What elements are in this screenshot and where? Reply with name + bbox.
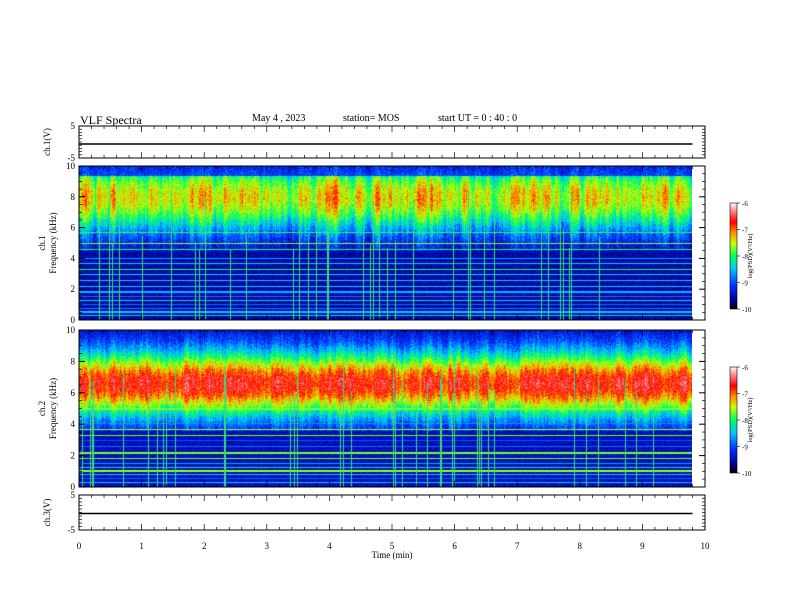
- date-label: May 4 , 2023: [252, 113, 306, 124]
- colorbar-ch1-spectrogram: [729, 202, 738, 310]
- station-label: station= MOS: [343, 113, 400, 124]
- ytick-label-ch2-spectrogram: 10: [66, 325, 76, 335]
- xtick-label: 8: [578, 541, 583, 551]
- ytick-label-ch2-spectrogram: 4: [71, 419, 76, 429]
- colorbar-tick-ch1-spectrogram: -6: [742, 200, 748, 208]
- xtick-label: 9: [640, 541, 645, 551]
- colorbar-tick-ch1-spectrogram: -10: [742, 306, 752, 314]
- ytick-label-ch1-spectrogram: 4: [71, 253, 76, 263]
- start-ut-label: start UT = 0 : 40 : 0: [438, 113, 518, 124]
- colorbar-ch2-spectrogram: [729, 366, 738, 474]
- x-axis-label: Time (min): [372, 550, 413, 560]
- ytick-label-ch2-spectrogram: 0: [71, 482, 76, 492]
- xtick-label: 6: [452, 541, 457, 551]
- ylabel-ch1-spectrogram: ch.1: [37, 235, 47, 250]
- xtick-label: 2: [202, 541, 207, 551]
- xtick-label: 0: [77, 541, 82, 551]
- colorbar-tick-ch1-spectrogram: -8: [742, 253, 748, 261]
- xtick-label: 5: [390, 541, 395, 551]
- ytick-label-ch2-spectrogram: 6: [71, 388, 76, 398]
- colorbar-tick-ch1-spectrogram: -7: [742, 227, 748, 235]
- ylabel-ch1-waveform: ch.1(V): [42, 128, 52, 156]
- colorbar-tick-ch2-spectrogram: -6: [742, 364, 748, 372]
- xtick-label: 10: [701, 541, 711, 551]
- ytick-label-ch2-spectrogram: 2: [71, 451, 76, 461]
- colorbar-tick-ch2-spectrogram: -10: [742, 470, 752, 478]
- ytick-label-ch1-spectrogram: 0: [71, 315, 76, 325]
- ytick-label-ch1-spectrogram: 10: [66, 161, 76, 171]
- ylabel-ch2-spectrogram: Frequency (kHz): [48, 378, 58, 439]
- xtick-label: 7: [515, 541, 520, 551]
- ylabel-ch2-spectrogram: ch.2: [37, 401, 47, 416]
- ch2-spectrogram-image: [79, 330, 692, 487]
- ytick-label-ch1-spectrogram: 2: [71, 284, 76, 294]
- colorbar-tick-ch2-spectrogram: -7: [742, 391, 748, 399]
- ch1-spectrogram-image: [79, 166, 692, 320]
- ytick-label-ch1-spectrogram: 6: [71, 223, 76, 233]
- ytick-label-ch1-waveform: 5: [71, 121, 76, 131]
- colorbar-tick-ch2-spectrogram: -9: [742, 444, 748, 452]
- ylabel-ch1-spectrogram: Frequency (kHz): [48, 212, 58, 273]
- colorbar-tick-ch2-spectrogram: -8: [742, 417, 748, 425]
- ylabel-ch3-waveform: ch.3(V): [42, 499, 52, 527]
- ytick-label-ch3-waveform: -5: [68, 525, 76, 535]
- ytick-label-ch2-spectrogram: 8: [71, 356, 76, 366]
- xtick-label: 3: [265, 541, 270, 551]
- xtick-label: 1: [139, 541, 144, 551]
- colorbar-label-ch2-spectrogram: log(PSD)(V²/Hz): [747, 398, 754, 443]
- colorbar-label-ch1-spectrogram: log(PSD)(V²/Hz): [747, 234, 754, 279]
- ytick-label-ch1-spectrogram: 8: [71, 192, 76, 202]
- ytick-label-ch3-waveform: 5: [71, 490, 76, 500]
- ytick-label-ch1-waveform: -5: [68, 153, 76, 163]
- xtick-label: 4: [327, 541, 332, 551]
- colorbar-tick-ch1-spectrogram: -9: [742, 280, 748, 288]
- chart-title: VLF Spectra: [80, 113, 142, 127]
